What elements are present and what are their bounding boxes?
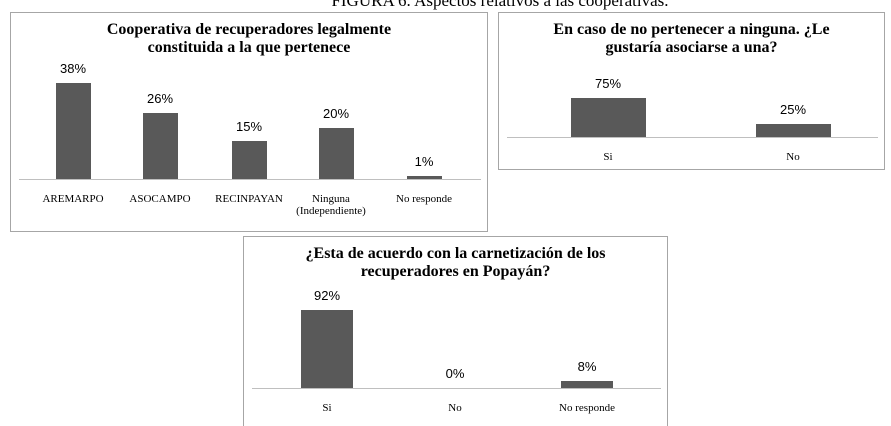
chart-title: ¿Esta de acuerdo con la carnetización de… [305, 245, 606, 280]
chart-panel: ¿Esta de acuerdo con la carnetización de… [243, 236, 668, 426]
value-label: 26% [146, 91, 174, 107]
bar [231, 141, 267, 179]
bar [318, 128, 354, 179]
value-label: 92% [313, 287, 341, 303]
value-label: 20% [322, 106, 350, 122]
chart-panel: En caso de no pertenecer a ninguna. ¿Le … [498, 12, 885, 170]
x-tick-label: No responde [396, 193, 452, 205]
baseline [507, 137, 878, 138]
chart-title: Cooperativa de recuperadores legalmente … [106, 21, 392, 56]
x-tick-label: No [786, 151, 800, 163]
bar [570, 98, 646, 137]
baseline [19, 179, 481, 180]
bar [406, 176, 442, 179]
x-tick-label: AREMARPO [42, 193, 104, 205]
chart-panel: Cooperativa de recuperadores legalmente … [10, 12, 488, 232]
x-tick-label: ASOCAMPO [129, 193, 191, 205]
baseline [252, 388, 661, 389]
chart-title: En caso de no pertenecer a ninguna. ¿Le … [553, 21, 830, 56]
x-tick-label: No [448, 402, 462, 414]
x-tick-label: Si [603, 151, 613, 163]
x-tick-label: RECINPAYAN [215, 193, 283, 205]
value-label: 15% [235, 119, 263, 135]
value-label: 0% [445, 366, 465, 381]
x-tick-label: Si [322, 402, 332, 414]
value-label: 1% [414, 154, 434, 170]
figure-title: FIGURA 6. Aspectos relativos a las coope… [331, 0, 669, 10]
bar [55, 82, 91, 179]
value-label: 25% [779, 102, 807, 117]
value-label: 38% [59, 60, 87, 76]
x-tick-label: No responde [559, 402, 615, 414]
bar [561, 381, 613, 388]
value-label: 75% [594, 76, 622, 91]
x-tick-label: Ninguna (Independiente) [296, 193, 366, 217]
value-label: 8% [577, 359, 597, 375]
bar [142, 113, 178, 179]
bar [301, 309, 353, 388]
bar [755, 124, 831, 137]
